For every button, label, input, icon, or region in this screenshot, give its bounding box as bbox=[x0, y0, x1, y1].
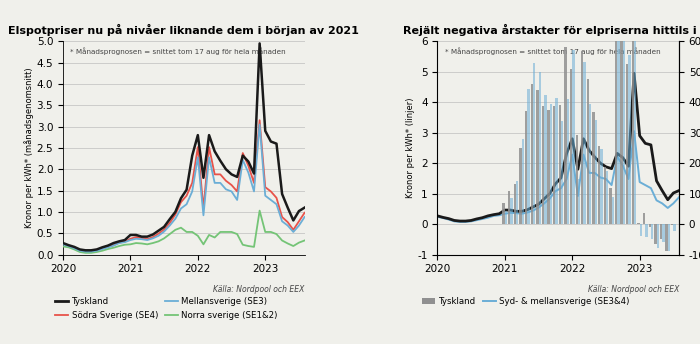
Text: Källa: Nordpool och EEX: Källa: Nordpool och EEX bbox=[587, 285, 679, 294]
Bar bbox=[615, 0, 617, 224]
Bar bbox=[536, 90, 538, 224]
Bar bbox=[508, 191, 510, 224]
Bar bbox=[654, 224, 657, 244]
Bar bbox=[660, 224, 662, 239]
Title: Rejält negativa årstakter för elpriserna hittils i år: Rejält negativa årstakter för elpriserna… bbox=[403, 24, 700, 36]
Text: * Månadsprognosen = snittet tom 17 aug för hela månaden: * Månadsprognosen = snittet tom 17 aug f… bbox=[444, 48, 660, 55]
Bar bbox=[564, 47, 566, 224]
Bar bbox=[559, 105, 561, 224]
Y-axis label: Kronor per kWh* (linjer): Kronor per kWh* (linjer) bbox=[405, 98, 414, 198]
Bar bbox=[595, 120, 597, 224]
Bar bbox=[555, 98, 558, 224]
Bar bbox=[601, 149, 603, 224]
Bar bbox=[531, 84, 533, 224]
Bar bbox=[550, 104, 552, 224]
Bar bbox=[584, 62, 586, 224]
Bar bbox=[519, 148, 522, 224]
Bar bbox=[643, 213, 645, 224]
Legend: Tyskland, Södra Sverige (SE4), Mellansverige (SE3), Norra sverige (SE1&2): Tyskland, Södra Sverige (SE4), Mellansve… bbox=[55, 297, 278, 320]
Bar bbox=[592, 112, 595, 224]
Bar bbox=[587, 79, 589, 224]
Bar bbox=[544, 95, 547, 224]
Bar bbox=[538, 72, 541, 224]
Bar bbox=[581, 51, 584, 224]
Bar bbox=[657, 224, 659, 248]
Bar bbox=[525, 111, 527, 224]
Bar bbox=[626, 64, 629, 224]
Bar bbox=[668, 224, 670, 251]
Bar bbox=[527, 89, 530, 224]
Bar bbox=[623, 0, 625, 224]
Bar bbox=[671, 224, 673, 225]
Text: Källa: Nordpool och EEX: Källa: Nordpool och EEX bbox=[214, 285, 304, 294]
Bar bbox=[533, 63, 536, 224]
Title: Elspotpriser nu på nivåer liknande dem i början av 2021: Elspotpriser nu på nivåer liknande dem i… bbox=[8, 24, 359, 36]
Bar bbox=[640, 224, 642, 236]
Bar bbox=[609, 188, 612, 224]
Bar bbox=[575, 136, 578, 224]
Y-axis label: Kronor per kWh* (månadsgenomsnitt): Kronor per kWh* (månadsgenomsnitt) bbox=[24, 68, 34, 228]
Bar bbox=[634, 0, 636, 224]
Bar bbox=[510, 198, 513, 224]
Bar bbox=[631, 0, 634, 224]
Bar bbox=[666, 224, 668, 251]
Bar bbox=[503, 203, 505, 224]
Bar bbox=[522, 139, 524, 224]
Bar bbox=[620, 10, 623, 224]
Bar bbox=[662, 224, 664, 242]
Bar bbox=[606, 171, 608, 224]
Bar bbox=[589, 104, 592, 224]
Bar bbox=[561, 121, 564, 224]
Bar bbox=[679, 224, 681, 227]
Bar bbox=[598, 146, 601, 224]
Bar bbox=[673, 224, 676, 231]
Bar bbox=[578, 179, 580, 224]
Bar bbox=[514, 184, 516, 224]
Bar bbox=[603, 166, 606, 224]
Bar bbox=[566, 99, 569, 224]
Bar bbox=[612, 197, 614, 224]
Bar bbox=[570, 69, 573, 224]
Bar bbox=[547, 109, 550, 224]
Bar bbox=[617, 0, 620, 224]
Bar bbox=[649, 224, 651, 227]
Legend: Tyskland, Syd- & mellansverige (SE3&4): Tyskland, Syd- & mellansverige (SE3&4) bbox=[422, 297, 629, 306]
Bar bbox=[542, 106, 544, 224]
Bar bbox=[553, 106, 555, 224]
Bar bbox=[516, 181, 519, 224]
Bar bbox=[645, 224, 648, 237]
Bar bbox=[573, 50, 575, 224]
Bar bbox=[637, 223, 640, 224]
Bar bbox=[629, 55, 631, 224]
Bar bbox=[505, 211, 508, 224]
Bar bbox=[651, 224, 653, 239]
Text: * Månadsprognosen = snittet tom 17 aug för hela månaden: * Månadsprognosen = snittet tom 17 aug f… bbox=[70, 48, 286, 55]
